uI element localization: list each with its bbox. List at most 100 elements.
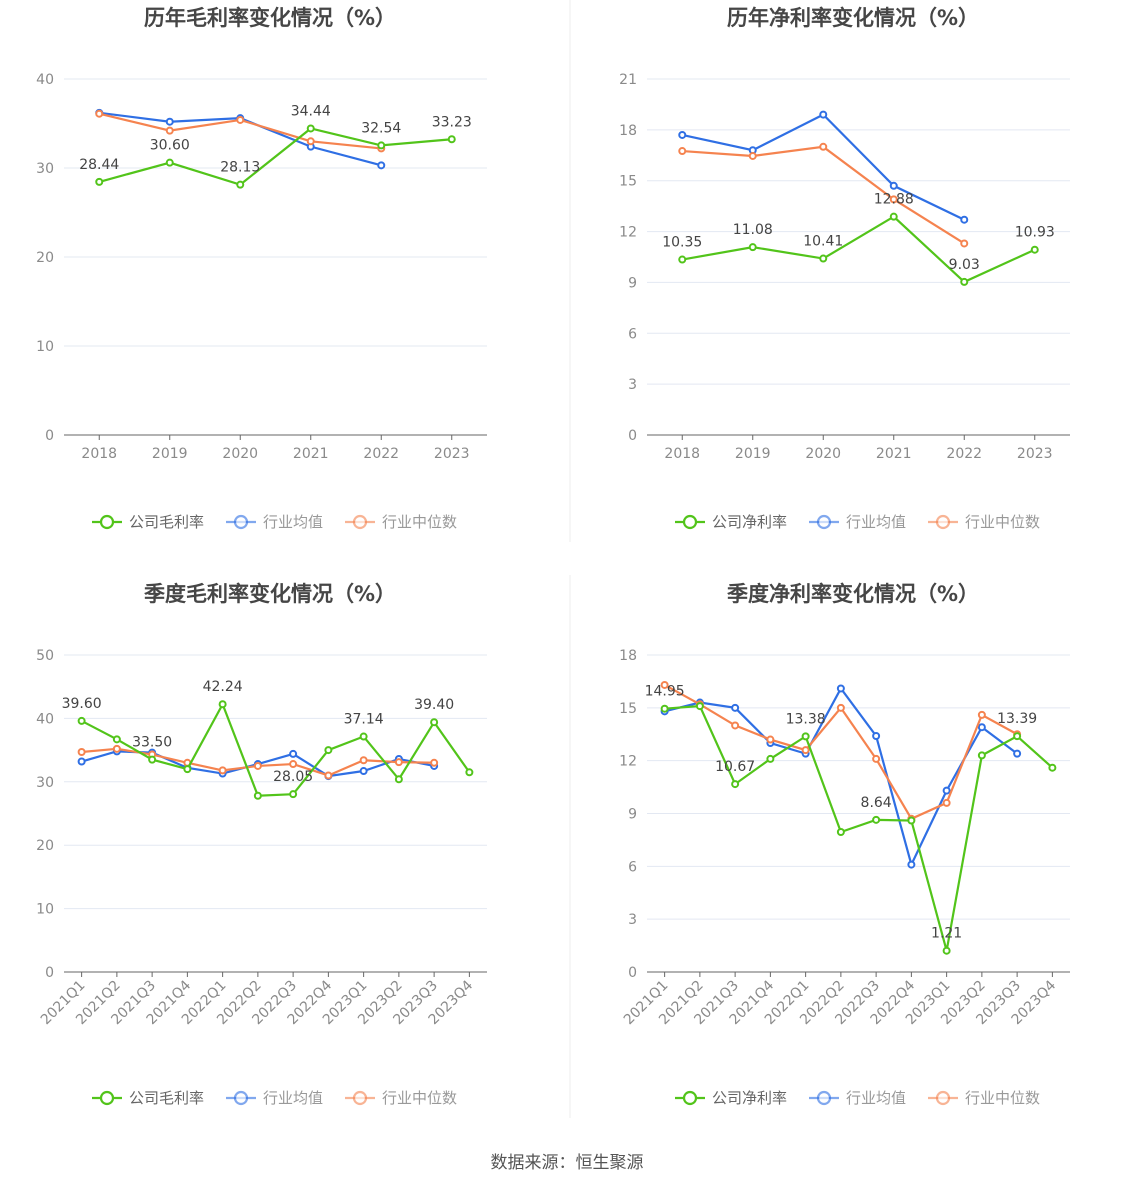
data-point-company[interactable]: [377, 141, 386, 150]
legend-item-avg[interactable]: 行业均值: [809, 1089, 906, 1107]
y-tick-label: 30: [36, 161, 54, 177]
data-label: 13.38: [786, 711, 826, 727]
data-point-avg[interactable]: [289, 749, 298, 758]
data-point-avg[interactable]: [872, 732, 881, 741]
data-point-avg[interactable]: [977, 723, 986, 732]
data-point-company[interactable]: [907, 816, 916, 825]
data-point-median[interactable]: [766, 735, 775, 744]
data-label: 28.13: [220, 160, 260, 176]
data-point-median[interactable]: [960, 239, 969, 248]
data-point-company[interactable]: [447, 135, 456, 144]
data-point-avg[interactable]: [77, 757, 86, 766]
data-point-company[interactable]: [660, 704, 669, 713]
data-point-median[interactable]: [801, 746, 810, 755]
legend-item-median[interactable]: 行业中位数: [345, 1089, 457, 1107]
data-label: 28.05: [273, 769, 313, 785]
data-point-avg[interactable]: [377, 161, 386, 170]
data-point-median[interactable]: [748, 151, 757, 160]
data-point-company[interactable]: [872, 815, 881, 824]
data-point-company[interactable]: [1030, 245, 1039, 254]
data-point-company[interactable]: [819, 254, 828, 263]
data-point-company[interactable]: [678, 255, 687, 264]
data-point-company[interactable]: [465, 768, 474, 777]
data-point-company[interactable]: [1048, 763, 1057, 772]
legend-item-avg[interactable]: 行业均值: [809, 513, 906, 531]
data-point-company[interactable]: [731, 780, 740, 789]
data-point-company[interactable]: [960, 277, 969, 286]
data-point-company[interactable]: [1013, 732, 1022, 741]
data-point-avg[interactable]: [678, 130, 687, 139]
legend-item-company[interactable]: 公司毛利率: [92, 1089, 204, 1107]
data-point-avg[interactable]: [907, 860, 916, 869]
data-point-company[interactable]: [766, 754, 775, 763]
legend-item-company[interactable]: 公司毛利率: [92, 513, 204, 531]
data-point-median[interactable]: [236, 115, 245, 124]
data-point-median[interactable]: [359, 756, 368, 765]
data-point-avg[interactable]: [942, 786, 951, 795]
data-point-avg[interactable]: [889, 181, 898, 190]
data-point-median[interactable]: [324, 771, 333, 780]
data-point-company[interactable]: [394, 775, 403, 784]
legend-label: 行业均值: [846, 1089, 906, 1107]
data-point-median[interactable]: [660, 680, 669, 689]
legend-label: 行业均值: [263, 513, 323, 531]
legend-item-avg[interactable]: 行业均值: [226, 513, 323, 531]
data-point-company[interactable]: [748, 243, 757, 252]
data-point-company[interactable]: [95, 177, 104, 186]
data-point-median[interactable]: [678, 147, 687, 156]
data-point-company[interactable]: [236, 180, 245, 189]
data-point-company[interactable]: [148, 755, 157, 764]
data-point-company[interactable]: [977, 751, 986, 760]
data-point-company[interactable]: [942, 946, 951, 955]
data-point-median[interactable]: [95, 109, 104, 118]
data-point-avg[interactable]: [1013, 749, 1022, 758]
data-point-median[interactable]: [165, 126, 174, 135]
y-tick-label: 12: [619, 754, 637, 770]
data-point-avg[interactable]: [960, 215, 969, 224]
data-point-median[interactable]: [394, 758, 403, 767]
data-point-company[interactable]: [306, 124, 315, 133]
data-point-avg[interactable]: [819, 110, 828, 119]
data-point-median[interactable]: [836, 703, 845, 712]
data-point-company[interactable]: [695, 702, 704, 711]
legend-item-avg[interactable]: 行业均值: [226, 1089, 323, 1107]
data-point-median[interactable]: [430, 758, 439, 767]
data-point-median[interactable]: [253, 761, 262, 770]
legend-item-median[interactable]: 行业中位数: [928, 1089, 1040, 1107]
data-point-median[interactable]: [306, 137, 315, 146]
legend-item-median[interactable]: 行业中位数: [928, 513, 1040, 531]
data-point-avg[interactable]: [836, 684, 845, 693]
data-label: 10.35: [662, 235, 702, 251]
data-point-avg[interactable]: [165, 117, 174, 126]
data-point-median[interactable]: [819, 142, 828, 151]
data-point-company[interactable]: [253, 791, 262, 800]
data-point-median[interactable]: [889, 195, 898, 204]
data-point-median[interactable]: [77, 748, 86, 757]
data-point-avg[interactable]: [731, 703, 740, 712]
data-point-median[interactable]: [218, 766, 227, 775]
data-point-company[interactable]: [801, 732, 810, 741]
data-point-avg[interactable]: [359, 767, 368, 776]
data-point-median[interactable]: [731, 721, 740, 730]
data-point-company[interactable]: [430, 718, 439, 727]
data-point-median[interactable]: [872, 754, 881, 763]
data-point-company[interactable]: [77, 716, 86, 725]
data-point-company[interactable]: [218, 700, 227, 709]
data-point-median[interactable]: [112, 744, 121, 753]
data-point-company[interactable]: [889, 212, 898, 221]
data-point-company[interactable]: [836, 827, 845, 836]
legend-item-company[interactable]: 公司净利率: [675, 513, 787, 531]
data-point-median[interactable]: [289, 760, 298, 769]
y-tick-label: 10: [36, 339, 54, 355]
data-point-company[interactable]: [324, 746, 333, 755]
data-point-median[interactable]: [977, 710, 986, 719]
legend-item-median[interactable]: 行业中位数: [345, 513, 457, 531]
data-point-company[interactable]: [359, 732, 368, 741]
y-tick-label: 18: [619, 123, 637, 139]
data-point-company[interactable]: [289, 790, 298, 799]
data-point-median[interactable]: [942, 798, 951, 807]
data-point-company[interactable]: [112, 735, 121, 744]
legend-item-company[interactable]: 公司净利率: [675, 1089, 787, 1107]
data-point-company[interactable]: [165, 158, 174, 167]
data-point-company[interactable]: [183, 765, 192, 774]
